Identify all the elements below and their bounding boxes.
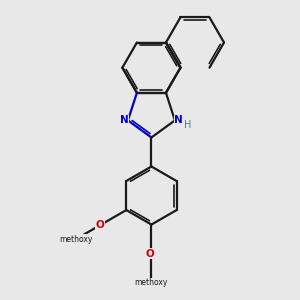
Text: O: O xyxy=(95,220,104,230)
Text: O: O xyxy=(146,249,154,259)
Text: N: N xyxy=(120,116,129,125)
Text: H: H xyxy=(184,120,192,130)
Text: N: N xyxy=(174,116,183,125)
Text: methoxy: methoxy xyxy=(59,235,93,244)
Text: methoxy: methoxy xyxy=(135,278,168,287)
